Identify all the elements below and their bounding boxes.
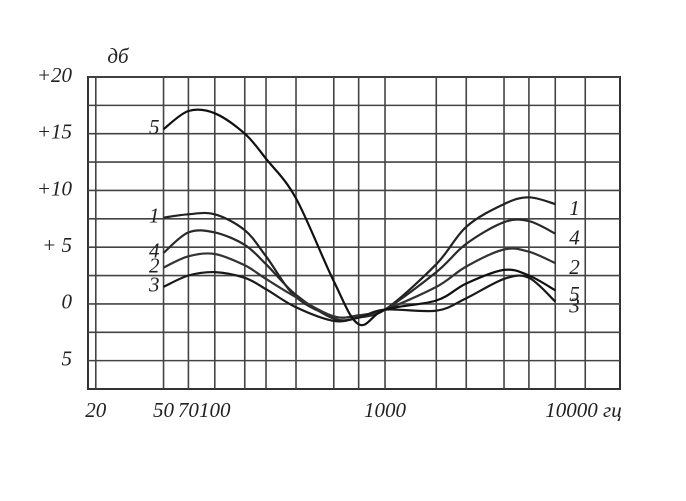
x-tick-label: 70: [178, 398, 200, 422]
x-tick-label: 1000: [364, 398, 407, 422]
curve-label-right: 1: [569, 196, 580, 220]
curve-label-left: 2: [149, 253, 160, 277]
y-tick-label: + 5: [42, 233, 72, 257]
curve: [162, 108, 556, 327]
y-tick-label: 0: [62, 290, 73, 314]
x-tick-label: 20: [85, 398, 107, 422]
y-tick-label: 5: [62, 346, 73, 370]
curve-label-right: 5: [569, 282, 580, 306]
curve-label-left: 4: [149, 239, 160, 263]
curve-label-right: 4: [569, 225, 580, 249]
curve: [163, 247, 556, 319]
x-tick-label: 100: [199, 398, 231, 422]
curve-label-left: 1: [149, 203, 160, 227]
curve: [163, 270, 557, 323]
y-tick-label: +20: [37, 63, 73, 87]
y-tick-label: +15: [37, 120, 72, 144]
curve-label-right: 3: [568, 293, 580, 317]
y-axis-label: дб: [107, 44, 130, 68]
plot-frame: [87, 76, 621, 390]
curve-label-left: 3: [148, 273, 160, 297]
curve-label-left: 5: [149, 115, 160, 139]
x-tick-label: 50: [153, 398, 175, 422]
y-tick-label: +10: [37, 176, 73, 200]
x-tick-label: 10000 гц: [545, 398, 621, 422]
curve-label-right: 2: [569, 255, 580, 279]
